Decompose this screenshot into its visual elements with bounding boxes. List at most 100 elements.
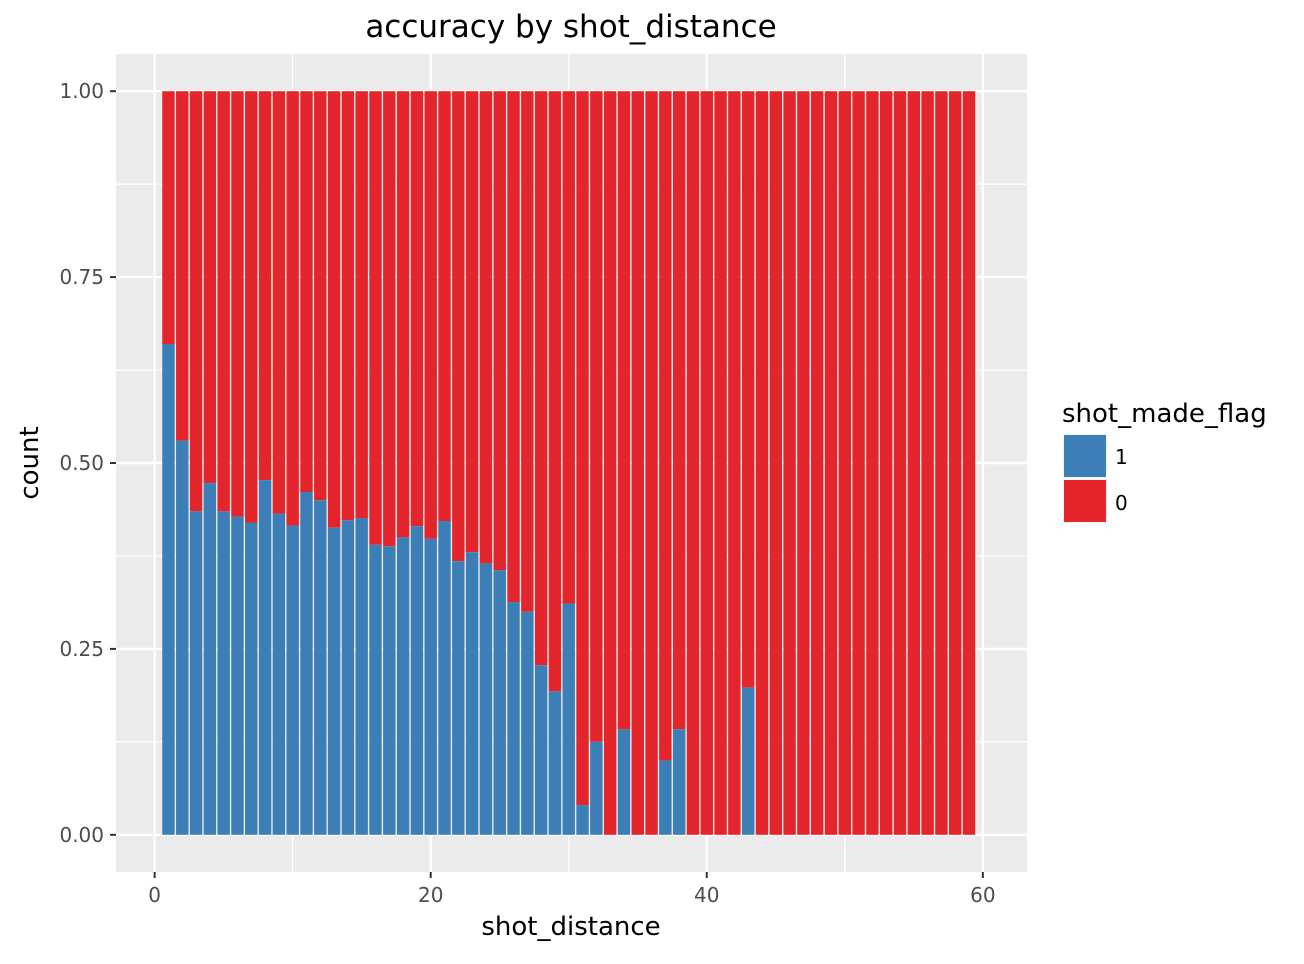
x-axis: 0 20 40 60 (148, 872, 996, 907)
bar-made-7 (245, 522, 258, 835)
bar-missed-33 (603, 91, 617, 835)
bar-missed-40 (700, 91, 713, 835)
bar-missed-34 (617, 91, 631, 730)
bar-made-11 (300, 492, 313, 835)
bar-missed-54 (893, 91, 907, 835)
bar-missed-29 (548, 91, 562, 692)
bar-made-10 (286, 525, 299, 835)
bar-made-34 (617, 729, 631, 835)
bar-missed-6 (231, 91, 244, 517)
bar-made-9 (272, 513, 286, 835)
bar-made-22 (452, 561, 465, 835)
legend-title: shot_made_flag (1062, 399, 1267, 429)
y-tick-label: 0.75 (59, 265, 104, 289)
y-tick-label: 0.00 (59, 823, 104, 847)
x-tick-label: 20 (418, 883, 443, 907)
bar-made-26 (507, 602, 520, 835)
bar-missed-18 (396, 91, 410, 538)
legend-swatch-0 (1064, 480, 1106, 522)
bar-missed-48 (810, 91, 824, 835)
bars (162, 91, 976, 835)
bar-missed-7 (245, 91, 258, 523)
bar-missed-11 (300, 91, 313, 493)
bar-missed-17 (383, 91, 396, 547)
bar-made-25 (493, 570, 506, 835)
chart-title: accuracy by shot_distance (365, 9, 776, 45)
bar-missed-3 (189, 91, 203, 512)
bar-missed-25 (493, 91, 506, 571)
bar-missed-22 (452, 91, 465, 562)
bar-missed-51 (852, 91, 865, 835)
bar-made-43 (741, 687, 755, 835)
bar-made-20 (424, 538, 437, 835)
bar-missed-59 (962, 91, 976, 835)
bar-missed-56 (921, 91, 934, 835)
bar-made-8 (258, 480, 272, 835)
bar-missed-35 (631, 91, 644, 835)
y-axis-title: count (15, 426, 45, 499)
bar-missed-27 (521, 91, 534, 612)
legend-swatch-1 (1064, 435, 1106, 477)
bar-missed-19 (410, 91, 424, 527)
bar-missed-5 (217, 91, 230, 512)
bar-made-3 (189, 511, 203, 835)
bar-missed-2 (176, 91, 189, 441)
bar-missed-41 (714, 91, 727, 835)
bar-missed-9 (272, 91, 286, 514)
bar-made-6 (231, 516, 244, 835)
bar-made-5 (217, 511, 230, 835)
bar-missed-46 (783, 91, 796, 835)
y-tick-label: 0.25 (59, 637, 104, 661)
bar-missed-30 (562, 91, 575, 604)
bar-missed-44 (755, 91, 769, 835)
bar-made-31 (576, 805, 589, 835)
bar-made-4 (203, 483, 217, 835)
bar-made-2 (176, 440, 189, 835)
bar-missed-37 (659, 91, 672, 761)
bar-missed-49 (824, 91, 838, 835)
bar-missed-39 (686, 91, 700, 835)
bar-missed-52 (866, 91, 879, 835)
bar-missed-36 (645, 91, 658, 835)
bar-missed-23 (465, 91, 479, 553)
bar-missed-50 (838, 91, 852, 835)
bar-made-32 (590, 741, 603, 835)
bar-made-28 (534, 665, 548, 835)
y-tick-label: 1.00 (59, 79, 104, 103)
x-tick-label: 0 (148, 883, 161, 907)
bar-made-12 (314, 500, 327, 835)
bar-made-18 (396, 537, 410, 835)
bar-missed-24 (479, 91, 493, 564)
bar-missed-26 (507, 91, 520, 603)
bar-missed-1 (162, 91, 175, 345)
bar-missed-8 (258, 91, 272, 481)
legend-label-0: 0 (1115, 491, 1128, 515)
bar-missed-43 (741, 91, 755, 688)
bar-missed-20 (424, 91, 437, 539)
bar-made-37 (659, 760, 672, 835)
bar-missed-45 (769, 91, 782, 835)
bar-missed-53 (879, 91, 893, 835)
bar-missed-28 (534, 91, 548, 666)
bar-missed-15 (355, 91, 368, 519)
x-axis-title: shot_distance (481, 912, 660, 942)
bar-missed-4 (203, 91, 217, 484)
bar-made-30 (562, 603, 575, 835)
bar-made-14 (341, 520, 355, 835)
bar-missed-16 (369, 91, 382, 545)
bar-made-38 (672, 729, 686, 835)
legend: shot_made_flag 1 0 (1062, 399, 1267, 523)
bar-missed-14 (341, 91, 355, 521)
bar-missed-10 (286, 91, 299, 526)
bar-made-17 (383, 546, 396, 835)
y-tick-label: 0.50 (59, 451, 104, 475)
bar-made-23 (465, 552, 479, 835)
bar-made-27 (521, 611, 534, 835)
bar-missed-47 (797, 91, 810, 835)
bar-missed-13 (327, 91, 341, 528)
bar-made-15 (355, 518, 368, 835)
bar-missed-21 (438, 91, 451, 522)
bar-missed-55 (907, 91, 921, 835)
bar-made-1 (162, 344, 175, 835)
